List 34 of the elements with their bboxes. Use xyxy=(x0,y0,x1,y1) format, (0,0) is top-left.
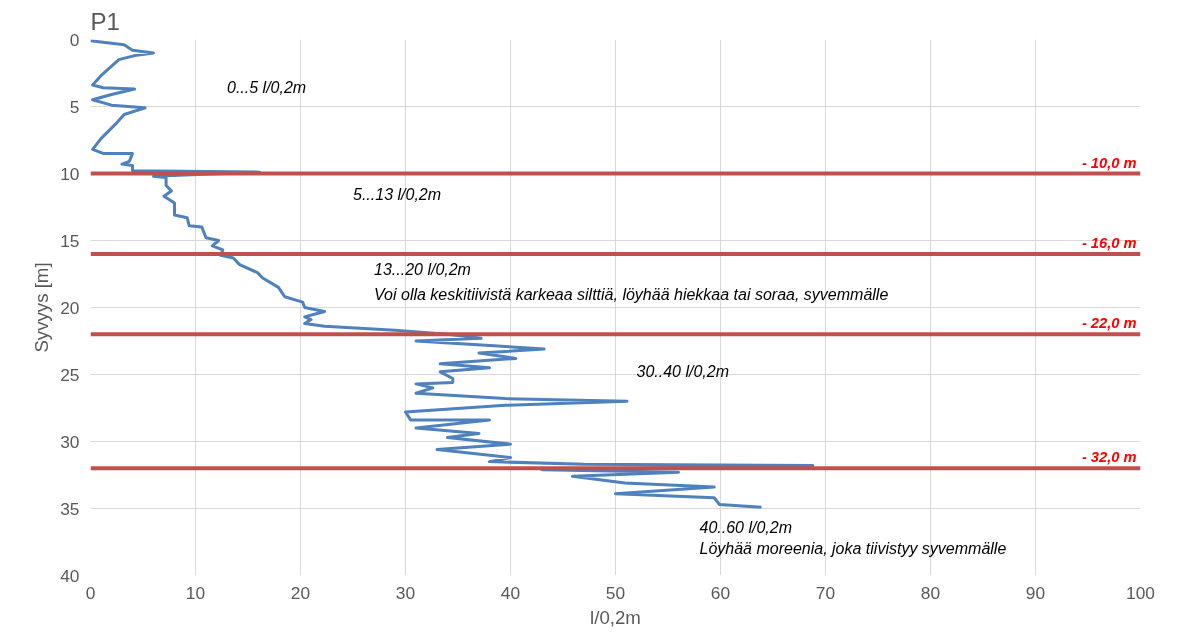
y-tick-label: 25 xyxy=(60,364,80,385)
annotation: Löyhää moreenia, joka tiivistyy syvemmälle xyxy=(699,540,1007,558)
x-tick-label: 50 xyxy=(605,582,626,603)
annotation: 40..60 l/0,2m xyxy=(699,518,792,536)
y-tick-label: 20 xyxy=(60,297,80,318)
y-tick-label: 10 xyxy=(60,163,80,184)
ref-line-label: - 16,0 m xyxy=(1081,234,1137,251)
x-tick-label: 0 xyxy=(85,582,96,603)
x-tick-label: 70 xyxy=(815,582,836,603)
chart-title: P1 xyxy=(90,7,120,35)
annotation: 30..40 l/0,2m xyxy=(636,363,729,381)
y-axis-title: Syvyys [m] xyxy=(31,262,53,353)
x-tick-label: 90 xyxy=(1025,582,1046,603)
x-tick-label: 60 xyxy=(710,582,731,603)
annotation: Voi olla keskitiivistä karkeaa silttiä, löyhää hiekkaa tai soraa, syvemmälle xyxy=(374,285,889,303)
ref-line-label: - 10,0 m xyxy=(1081,154,1137,171)
x-axis-title: l/0,2m xyxy=(590,606,641,628)
annotation: 5...13 l/0,2m xyxy=(353,186,442,204)
x-tick-label: 10 xyxy=(185,582,206,603)
annotation: 0...5 l/0,2m xyxy=(227,79,307,97)
y-tick-label: 40 xyxy=(60,565,80,586)
x-tick-label: 20 xyxy=(290,582,311,603)
x-tick-label: 80 xyxy=(920,582,941,603)
y-tick-label: 5 xyxy=(69,96,80,117)
x-tick-label: 40 xyxy=(500,582,521,603)
y-tick-label: 30 xyxy=(60,431,80,452)
y-tick-label: 15 xyxy=(60,230,80,251)
y-tick-label: 35 xyxy=(60,498,80,519)
ref-line-label: - 22,0 m xyxy=(1081,315,1137,332)
y-tick-label: 0 xyxy=(69,29,80,50)
x-tick-label: 30 xyxy=(395,582,416,603)
ref-line-label: - 32,0 m xyxy=(1081,449,1137,466)
x-tick-label: 100 xyxy=(1126,582,1155,603)
annotation: 13...20 l/0,2m xyxy=(374,261,471,279)
